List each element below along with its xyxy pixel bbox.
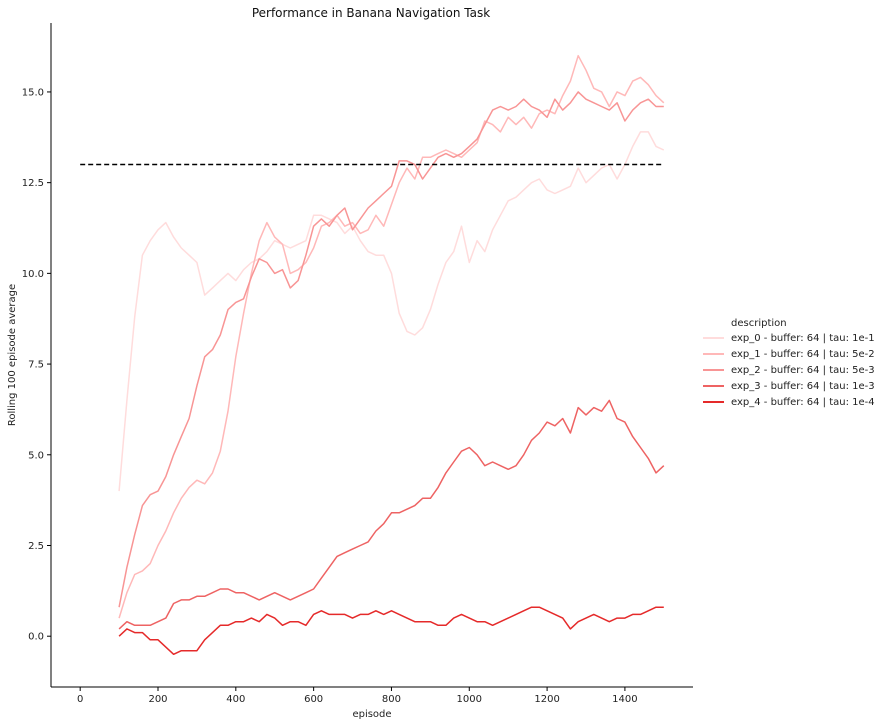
y-tick-label: 2.5 (28, 541, 44, 552)
y-tick-label: 7.5 (28, 360, 44, 371)
legend-entry: exp_4 - buffer: 64 | tau: 1e-4 (731, 397, 875, 408)
legend-entry: exp_1 - buffer: 64 | tau: 5e-2 (731, 349, 875, 360)
plot-area (80, 54, 665, 656)
legend-items: exp_0 - buffer: 64 | tau: 1e-1 exp_1 - bu… (703, 333, 875, 408)
legend-entry: exp_2 - buffer: 64 | tau: 5e-3 (731, 365, 875, 376)
legend-entry: exp_3 - buffer: 64 | tau: 1e-3 (731, 381, 875, 392)
y-tick-label: 5.0 (28, 450, 44, 461)
legend: description exp_0 - buffer: 64 | tau: 1e… (703, 318, 875, 408)
x-tick-label: 0 (77, 694, 83, 705)
series-line-exp-2 (118, 91, 664, 608)
x-tick-label: 1200 (534, 694, 559, 705)
series-line-exp-4 (118, 606, 664, 656)
series-line-exp-0 (118, 131, 665, 492)
x-ticks: 0 200 400 600 800 1000 1200 1400 (77, 687, 638, 705)
x-tick-label: 1400 (612, 694, 637, 705)
x-tick-label: 200 (148, 694, 167, 705)
chart-title: Performance in Banana Navigation Task (252, 6, 490, 20)
x-tick-label: 800 (382, 694, 401, 705)
x-tick-label: 400 (226, 694, 245, 705)
y-tick-label: 12.5 (22, 178, 44, 189)
series-line-exp-3 (118, 399, 665, 630)
series-group (118, 54, 665, 656)
y-tick-label: 10.0 (22, 269, 44, 280)
legend-entry: exp_0 - buffer: 64 | tau: 1e-1 (731, 333, 875, 344)
y-tick-label: 15.0 (22, 87, 44, 98)
x-tick-label: 1000 (457, 694, 482, 705)
series-line-exp-1 (118, 54, 665, 619)
x-axis-label: episode (352, 709, 391, 720)
x-tick-label: 600 (304, 694, 323, 705)
legend-title: description (731, 318, 787, 329)
y-tick-label: 0.0 (28, 632, 44, 643)
y-axis-label: Rolling 100 episode average (7, 284, 18, 426)
y-ticks: 0.0 2.5 5.0 7.5 10.0 12.5 15.0 (22, 87, 51, 643)
